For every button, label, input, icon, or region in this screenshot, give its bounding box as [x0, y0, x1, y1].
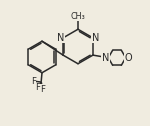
Text: O: O [125, 53, 132, 63]
Text: CH₃: CH₃ [71, 12, 85, 21]
Text: N: N [57, 33, 64, 43]
Text: F: F [40, 85, 45, 94]
Text: F: F [35, 83, 40, 92]
Text: N: N [92, 33, 99, 43]
Text: F: F [31, 77, 36, 86]
Text: N: N [102, 53, 109, 63]
